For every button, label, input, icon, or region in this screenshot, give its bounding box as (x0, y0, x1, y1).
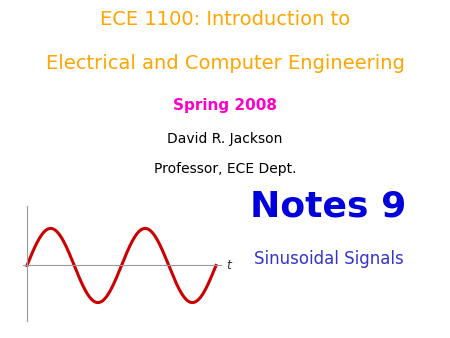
Text: Electrical and Computer Engineering: Electrical and Computer Engineering (45, 54, 405, 73)
Text: Sinusoidal Signals: Sinusoidal Signals (254, 250, 403, 268)
Text: Spring 2008: Spring 2008 (173, 98, 277, 113)
Text: t: t (226, 260, 231, 272)
Text: David R. Jackson: David R. Jackson (167, 132, 283, 146)
Text: Professor, ECE Dept.: Professor, ECE Dept. (154, 162, 296, 176)
Text: ECE 1100: Introduction to: ECE 1100: Introduction to (100, 10, 350, 29)
Text: Notes 9: Notes 9 (250, 189, 407, 223)
